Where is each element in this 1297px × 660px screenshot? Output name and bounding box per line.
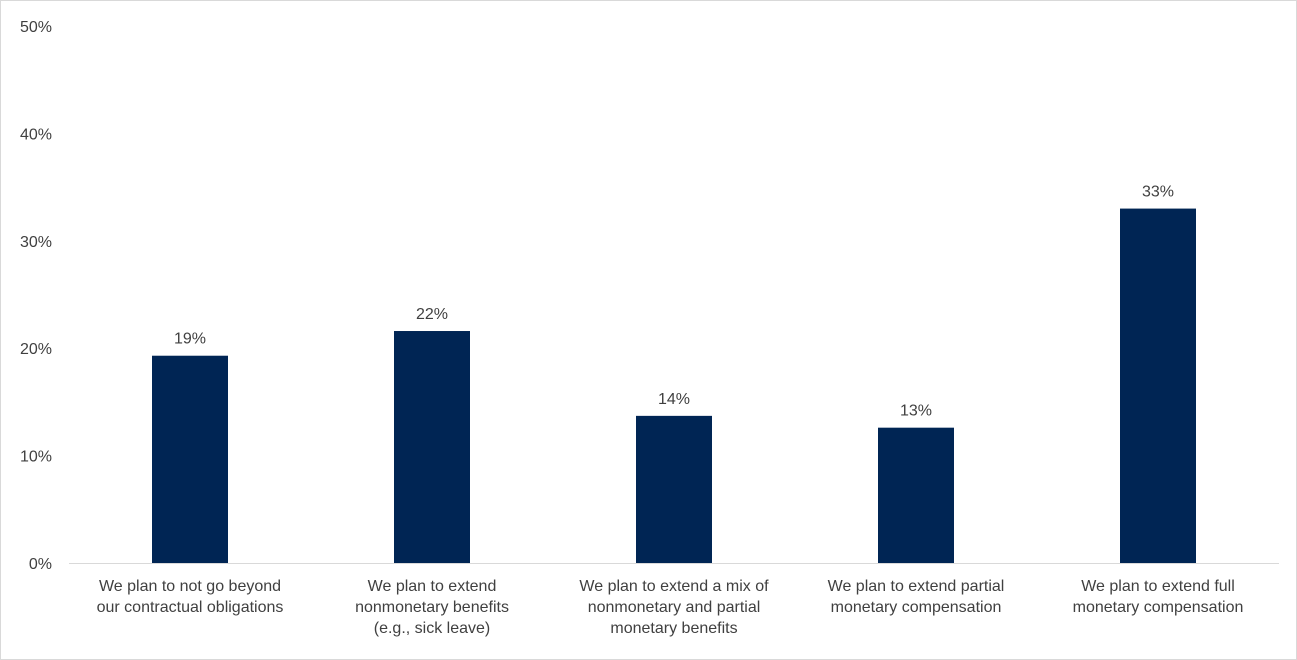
x-category-label: We plan to extend nonmonetary benefits (e.… <box>355 578 509 637</box>
x-category-label: We plan to extend a mix of nonmonetary an… <box>579 578 769 637</box>
y-tick-label: 40% <box>20 126 52 143</box>
x-category-label-line: We plan to extend partial <box>828 578 1005 595</box>
x-category-label: We plan to extend full monetary compensat… <box>1073 578 1244 616</box>
x-category-label-line: monetary compensation <box>831 599 1002 616</box>
data-label: 14% <box>658 391 690 408</box>
x-category-label-line: nonmonetary benefits <box>355 599 509 616</box>
x-category-label-line: We plan to not go beyond <box>99 578 281 595</box>
x-category-label-line: monetary benefits <box>610 620 737 637</box>
x-category-label: We plan to not go beyond our contractual … <box>97 578 284 616</box>
x-category-label-line: We plan to extend full <box>1081 578 1235 595</box>
data-label: 22% <box>416 306 448 323</box>
y-tick-label: 30% <box>20 234 52 251</box>
y-tick-label: 10% <box>20 449 52 466</box>
bar <box>152 355 228 563</box>
y-axis: 0% 10% 20% 30% 40% 50% <box>20 19 52 573</box>
x-category-label: We plan to extend partial monetary compen… <box>828 578 1005 616</box>
bars <box>152 208 1196 563</box>
y-tick-label: 0% <box>29 556 52 573</box>
x-category-label-line: monetary compensation <box>1073 599 1244 616</box>
x-category-label-line: We plan to extend <box>368 578 497 595</box>
data-label: 19% <box>174 331 206 348</box>
y-tick-label: 50% <box>20 19 52 36</box>
x-category-label-line: We plan to extend a mix of <box>579 578 769 595</box>
x-category-label-line: our contractual obligations <box>97 599 284 616</box>
data-label: 13% <box>900 403 932 420</box>
bar <box>878 427 954 563</box>
x-category-label-line: (e.g., sick leave) <box>374 620 490 637</box>
bar <box>394 331 470 563</box>
bar <box>1120 208 1196 563</box>
x-axis: We plan to not go beyond our contractual … <box>69 563 1279 637</box>
bar <box>636 415 712 563</box>
data-labels: 19% 22% 14% 13% 33% <box>174 184 1174 420</box>
data-label: 33% <box>1142 184 1174 201</box>
x-category-label-line: nonmonetary and partial <box>588 599 761 616</box>
y-tick-label: 20% <box>20 341 52 358</box>
